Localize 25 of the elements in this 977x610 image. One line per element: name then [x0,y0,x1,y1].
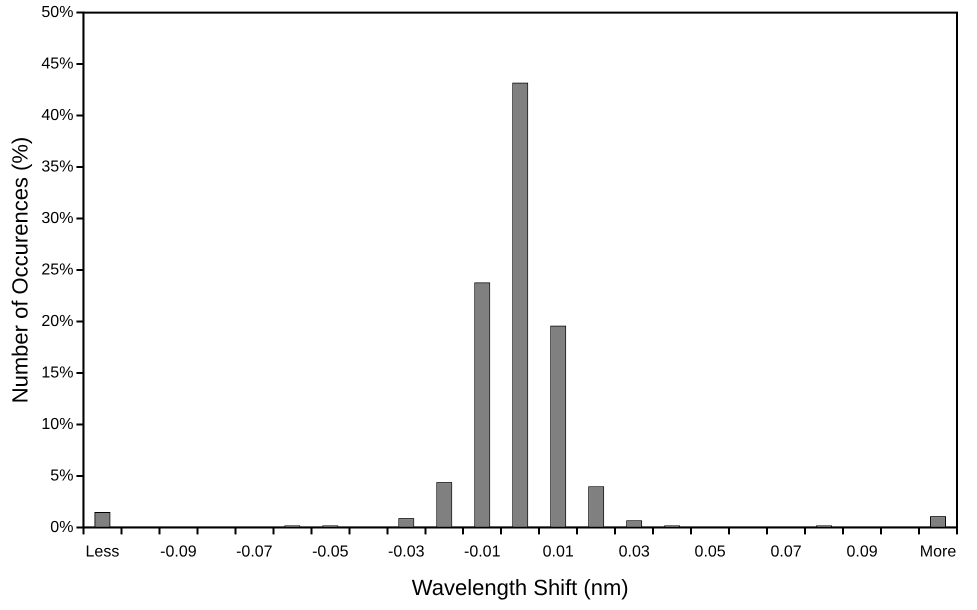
y-tick-label: 35% [41,158,74,176]
y-tick-label: 40% [41,106,74,124]
y-tick-label: 45% [41,55,74,72]
y-tick-label: 50% [41,4,74,22]
y-tick-label: 0% [50,518,74,536]
x-tick-label: -0.07 [236,543,273,560]
x-tick-label: 0.01 [542,543,574,560]
x-tick-label: Less [86,543,120,560]
y-tick-label: 15% [41,364,74,382]
x-tick-label: -0.01 [464,543,501,560]
x-tick-label: More [920,543,956,560]
x-tick-label: 0.07 [770,543,802,560]
y-tick-label: 10% [41,416,74,433]
y-tick-label: 20% [41,312,74,330]
x-tick-label: -0.09 [160,543,197,560]
y-axis-title: Number of Occurences (%) [7,136,32,404]
x-tick-label: 0.09 [846,543,878,560]
x-tick-label: 0.03 [618,543,650,560]
y-tick-label: 25% [41,261,74,278]
y-tick-label: 30% [41,210,74,227]
y-tick-label: 5% [50,467,74,484]
x-tick-label: 0.05 [694,543,726,560]
x-tick-label: -0.05 [312,543,349,560]
x-tick-label: -0.03 [388,543,425,560]
x-axis-title: Wavelength Shift (nm) [412,574,629,600]
